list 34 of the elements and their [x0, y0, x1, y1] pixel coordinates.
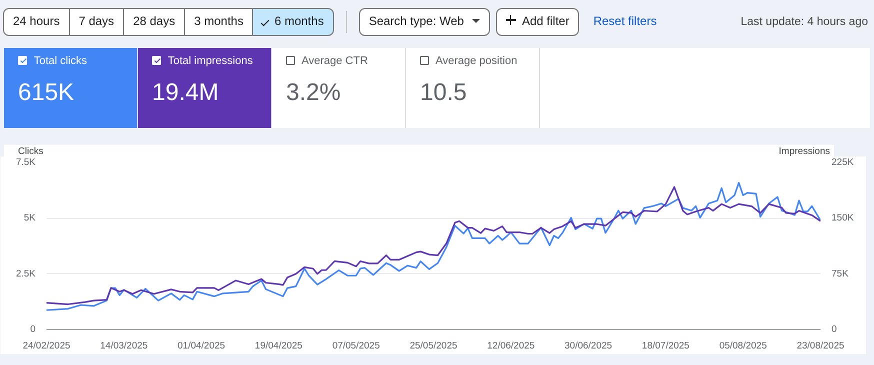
- x-tick-label: 19/04/2025: [254, 340, 302, 352]
- x-tick-label: 25/05/2025: [410, 340, 458, 352]
- y2-axis-title: Impressions: [778, 145, 830, 159]
- legend-label: Total clicks: [32, 54, 88, 69]
- text: 24 hours: [3, 8, 70, 36]
- x-tick-label: 23/08/2025: [796, 340, 844, 352]
- x-tick-label: 05/08/2025: [719, 340, 767, 352]
- y-tick-label: 5K: [24, 212, 36, 224]
- x-tick-label: 12/06/2025: [487, 340, 535, 352]
- x-tick-label: 14/03/2025: [100, 340, 148, 352]
- text: Reset filters: [593, 13, 657, 30]
- legend-label: Total impressions: [166, 54, 254, 69]
- text: 3 months: [184, 8, 254, 36]
- x-tick-label: 18/07/2025: [642, 340, 690, 352]
- text: 7 days: [68, 8, 124, 36]
- y2-tick-label: 0: [832, 324, 837, 335]
- text: Add filter: [496, 8, 580, 36]
- x-tick-label: 30/06/2025: [564, 340, 612, 352]
- y-tick-label: 7.5K: [16, 157, 36, 168]
- x-tick-label: 01/04/2025: [178, 340, 226, 352]
- legend-swatch: Total clicks 615K: [4, 48, 138, 128]
- text: Last update: 4 hours ago: [740, 14, 868, 30]
- x-tick-label: 24/02/2025: [22, 340, 70, 352]
- y2-tick-label: 150K: [832, 212, 854, 224]
- x-tick-label: 07/05/2025: [332, 340, 380, 352]
- y2-tick-label: 225K: [832, 157, 854, 168]
- legend-swatch: Total impressions 19.4M: [138, 48, 272, 128]
- y-axis-title: Clicks: [18, 145, 44, 158]
- text: 6 months: [252, 8, 334, 36]
- y-tick-label: 2.5K: [16, 268, 36, 280]
- text: Search type: Web: [358, 8, 490, 36]
- y-tick-label: 0: [30, 324, 36, 335]
- y2-tick-label: 75K: [832, 268, 850, 280]
- text: 28 days: [123, 8, 186, 36]
